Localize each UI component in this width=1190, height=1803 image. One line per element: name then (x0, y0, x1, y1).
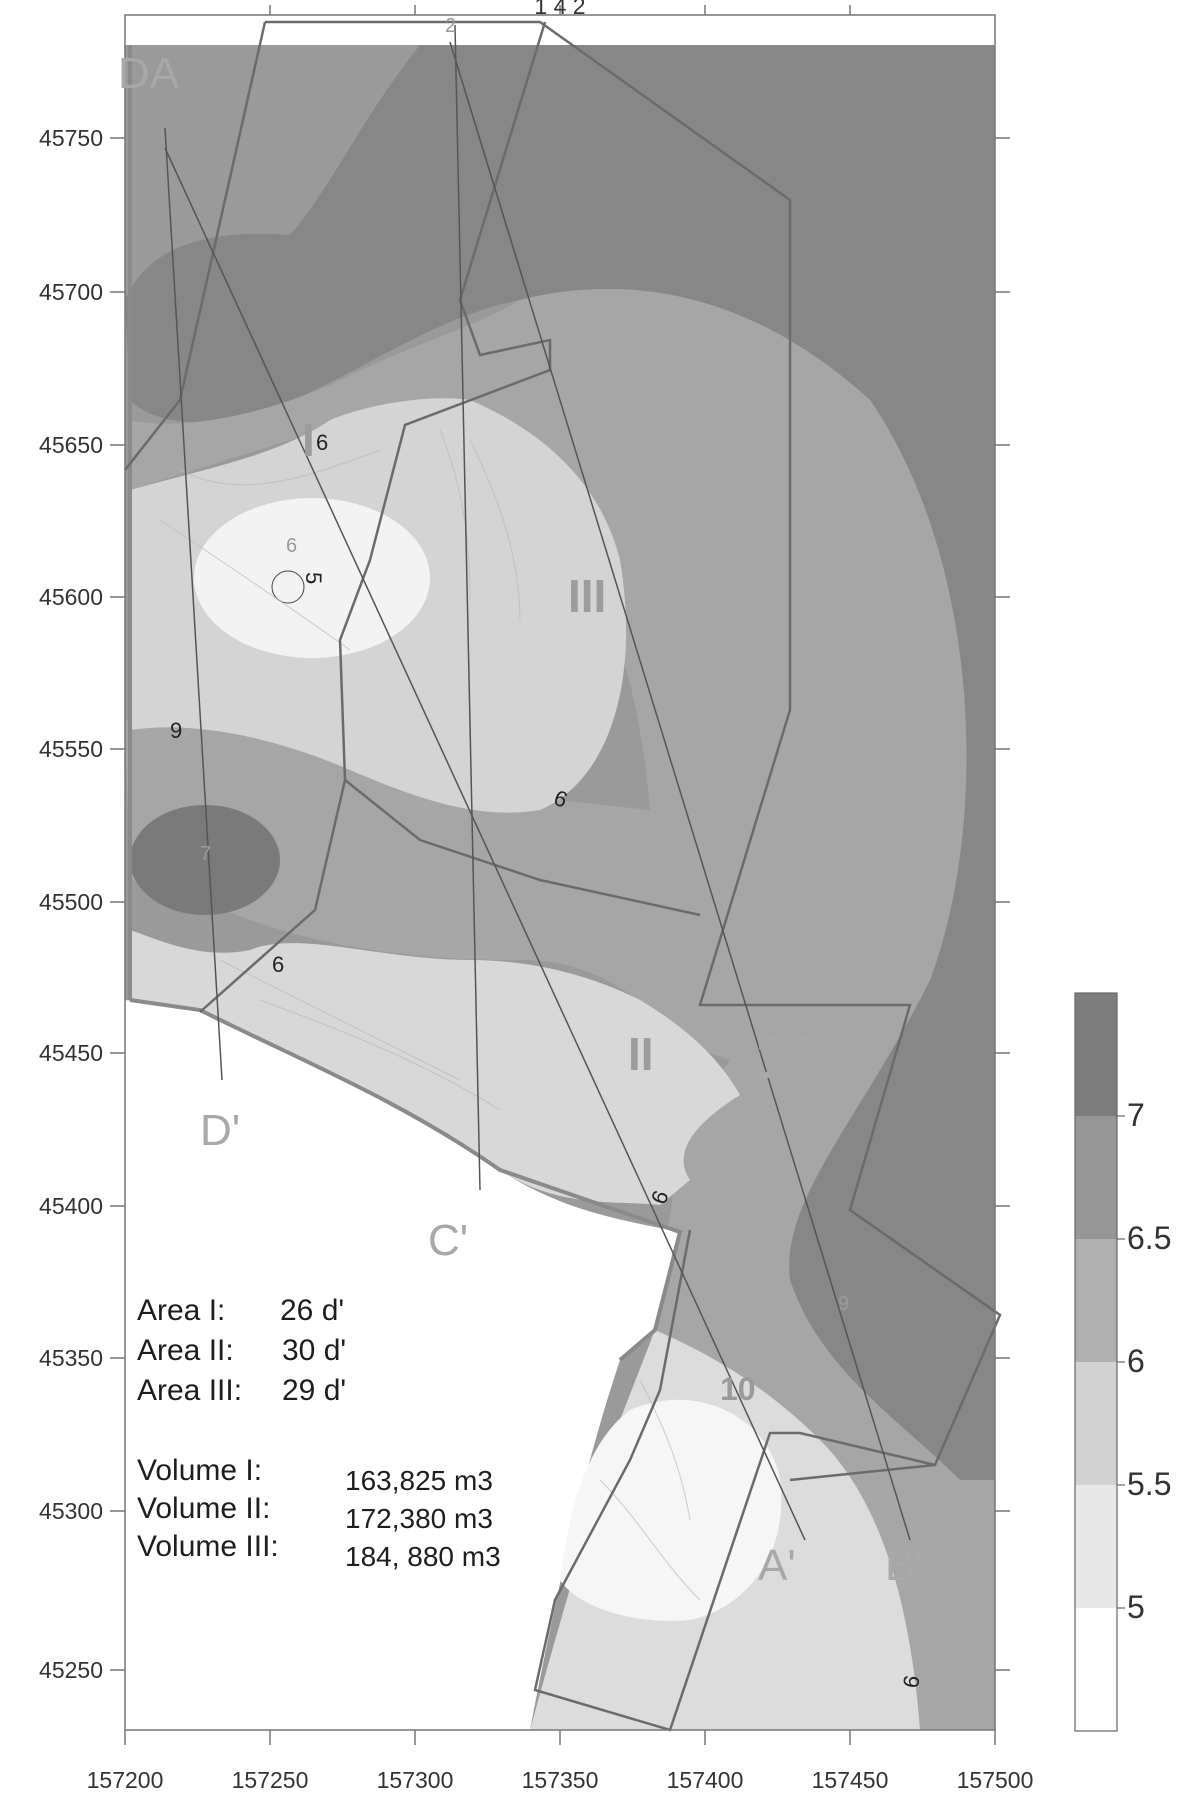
y-tick-label: 45450 (39, 1040, 103, 1066)
y-tick-label: 45500 (39, 889, 103, 915)
contour-label: 10 (720, 1371, 756, 1407)
section-label-d-prime: D' (200, 1106, 240, 1155)
x-tick-label: 157500 (957, 1767, 1034, 1793)
area-label-ii: II (628, 1028, 654, 1080)
legend-colorbar: 7 6.5 6 5.5 5 (1074, 992, 1171, 1732)
area-label-iii: III (568, 570, 606, 622)
legend-swatch (1075, 1239, 1117, 1362)
y-tick-label: 45300 (39, 1498, 103, 1524)
topo-lines (159, 429, 701, 1601)
x-axis (124, 5, 996, 1745)
x-tick-label: 157200 (87, 1767, 164, 1793)
area-iii-value: 29 d' (282, 1374, 346, 1407)
section-label-a-prime: A' (758, 1541, 796, 1590)
y-tick-label: 45700 (39, 279, 103, 305)
volume-iii-label: Volume III: (137, 1530, 279, 1563)
dark-zone-top (125, 45, 995, 1480)
y-tick-label: 45600 (39, 584, 103, 610)
legend-label: 7 (1127, 1097, 1145, 1133)
legend-label: 6 (1127, 1343, 1145, 1379)
blank-exterior (125, 1000, 680, 1730)
contour-label: 9 (898, 1673, 925, 1689)
legend-swatch (1075, 1485, 1117, 1608)
section-label-da: DA (118, 49, 180, 98)
x-tick-labels: 157200 157250 157300 157350 157400 15745… (87, 1767, 1034, 1793)
volume-ii-label: Volume II: (137, 1492, 270, 1525)
volume-i-value: 163,825 m3 (345, 1465, 493, 1496)
y-axis (110, 137, 1010, 1671)
y-tick-label: 45750 (39, 125, 103, 151)
x-tick-label: 157400 (667, 1767, 744, 1793)
y-tick-labels: 45750 45700 45650 45600 45550 45500 4545… (39, 125, 103, 1683)
volume-ii-value: 172,380 m3 (345, 1503, 493, 1534)
y-tick-label: 45550 (39, 736, 103, 762)
y-tick-label: 45650 (39, 432, 103, 458)
y-tick-label: 45250 (39, 1657, 103, 1683)
area-iii-label: Area III: (137, 1374, 242, 1407)
section-label-b-prime: B' (885, 1541, 923, 1590)
band-6-6.5-west (125, 288, 995, 1730)
y-tick-label: 45400 (39, 1193, 103, 1219)
contour-label: 9 (170, 718, 182, 743)
x-tick-label: 157250 (232, 1767, 309, 1793)
marker-label: 7 (200, 843, 211, 865)
contour-label: 5 (301, 572, 326, 584)
x-tick-label: 157450 (812, 1767, 889, 1793)
section-label-eleven: 11 (755, 1024, 818, 1091)
area-ii-value: 30 d' (282, 1334, 346, 1367)
legend-swatch (1075, 1608, 1117, 1731)
top-label: 1 4 2 (534, 0, 585, 19)
dark-blob-west (130, 805, 280, 915)
x-tick-label: 157300 (377, 1767, 454, 1793)
area-ii-label: Area II: (137, 1334, 234, 1367)
contour-5-ring (271, 570, 305, 604)
contour-label: 6 (316, 430, 328, 455)
site-boundary (128, 45, 683, 1362)
marker-label: 2 (445, 15, 456, 37)
area-label-i: I (302, 414, 315, 466)
legend-swatch (1075, 1362, 1117, 1485)
summary-block: Area I: 26 d' Area II: 30 d' Area III: 2… (137, 1294, 501, 1572)
area-i-value: 26 d' (280, 1294, 344, 1327)
x-tick-label: 157350 (522, 1767, 599, 1793)
legend-swatch (1075, 1116, 1117, 1239)
contour-label: 6 (272, 952, 284, 977)
contour-label: 9 (838, 1293, 849, 1315)
legend-label: 6.5 (1127, 1220, 1171, 1256)
area-i-label: Area I: (137, 1294, 225, 1327)
legend-swatch (1075, 993, 1117, 1116)
y-tick-label: 45350 (39, 1345, 103, 1371)
legend-label: 5 (1127, 1589, 1145, 1625)
legend-label: 5.5 (1127, 1466, 1171, 1502)
section-label-c-prime: C' (428, 1216, 468, 1265)
volume-iii-value: 184, 880 m3 (345, 1541, 501, 1572)
band-below-5.5-center (194, 498, 430, 658)
survey-polygons (124, 20, 1002, 1732)
volume-i-label: Volume I: (137, 1454, 262, 1487)
marker-label: 1 (158, 111, 169, 133)
section-lines (164, 24, 911, 1541)
contour-label: 6 (286, 535, 297, 557)
